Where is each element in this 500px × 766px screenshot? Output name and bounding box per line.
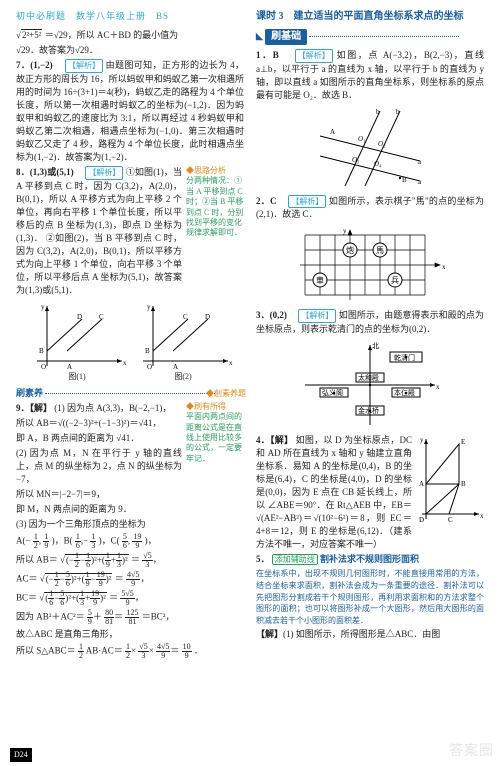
svg-text:O: O bbox=[147, 363, 152, 371]
line: 故△ABC 是直角三角形， bbox=[16, 628, 244, 641]
line: 即 M，N 两点间的距离为 9． bbox=[16, 503, 182, 516]
svg-text:C: C bbox=[448, 516, 453, 524]
svg-text:D: D bbox=[419, 516, 424, 524]
svg-text:A: A bbox=[173, 363, 178, 371]
figure-triangle: A B E C D x y bbox=[414, 434, 484, 524]
line-bc: BC＝ √(16−56)²+(13+199)² ＝ 5√59， bbox=[16, 590, 244, 607]
svg-text:O₂: O₂ bbox=[378, 140, 386, 148]
chess-grid: 車 炮 馬 兵 x y bbox=[295, 225, 445, 305]
svg-text:y: y bbox=[343, 227, 347, 235]
svg-text:x: x bbox=[436, 383, 440, 391]
figure-label: 图(2) bbox=[133, 371, 233, 383]
blue-paragraph: 在坐标系中，出现不规则几何图形时，不能直接用常用的方法，结合坐标来求面积，割补法… bbox=[256, 568, 484, 626]
svg-text:b: b bbox=[396, 108, 400, 116]
svg-text:金水桥: 金水桥 bbox=[358, 406, 379, 415]
line: √29．故答案为√29． bbox=[16, 44, 244, 57]
page-number: D24 bbox=[10, 748, 32, 762]
watermark: 答案圈 bbox=[449, 740, 494, 760]
svg-text:D: D bbox=[205, 313, 210, 321]
side-note-title: ◆刷有所得 bbox=[186, 402, 246, 412]
section-bar-row: ◣ 刷基础 bbox=[256, 29, 484, 46]
svg-text:a: a bbox=[418, 158, 422, 166]
svg-text:本仁殿: 本仁殿 bbox=[394, 388, 415, 397]
svg-text:B: B bbox=[39, 347, 44, 355]
page-header: 初中必刷题 数学八年级上册 BS bbox=[16, 10, 244, 23]
svg-text:B: B bbox=[402, 176, 407, 184]
svg-text:x: x bbox=[123, 359, 127, 367]
svg-text:b: b bbox=[376, 108, 380, 116]
svg-text:B: B bbox=[145, 347, 150, 355]
svg-text:y: y bbox=[41, 303, 45, 311]
line-coords: A(− 12, 19 )，B( 16,− 13 )，C( 56, 199 )， bbox=[16, 533, 182, 550]
line: √2²+5² ＝√29，所以 AC＋BD 的最小值为 bbox=[16, 29, 244, 42]
suyang-mark: ◆創素养題 bbox=[206, 388, 246, 400]
svg-text:x: x bbox=[442, 263, 445, 271]
analysis-tag: 【解析】 bbox=[85, 166, 123, 180]
line: 即 A，B 两点间的距离为 √41． bbox=[16, 432, 182, 445]
item-9: 9．【解】 (1) 因为点 A(3,3)，B(−2,−1)， bbox=[16, 402, 182, 415]
item-1: 1．B 【解析】 如图，点 A(−3,2)，B(2,−3)，直线 a⊥b，以平行… bbox=[256, 49, 484, 102]
line-ac: AC＝ √(−12−56)²+(19−199)² ＝ 4√59， bbox=[16, 571, 244, 588]
svg-text:a: a bbox=[418, 178, 422, 186]
blue-subtitle: 割补法求不规则图形面积 bbox=[320, 554, 419, 564]
svg-text:x: x bbox=[480, 512, 484, 520]
dotted-rule bbox=[45, 393, 215, 394]
side-note-9: ◆刷有所得 平面内两点间的距离公式是在直线上使用比较多的公式，一定要牢记． bbox=[186, 402, 246, 464]
svg-text:D: D bbox=[77, 313, 82, 321]
svg-text:y: y bbox=[420, 436, 424, 444]
figures-8: x y O B A D C 图(1) x bbox=[16, 301, 244, 383]
analysis-tag: 【解析】 bbox=[65, 59, 103, 73]
left-column: 初中必刷题 数学八年级上册 BS √2²+5² ＝√29，所以 AC＋BD 的最… bbox=[10, 10, 250, 748]
svg-text:C: C bbox=[99, 313, 104, 321]
svg-text:馬: 馬 bbox=[376, 246, 384, 255]
analysis-tag: 【解析】 bbox=[288, 195, 326, 209]
item-2: 2．C 【解析】 如图所示，表示棋子"馬"的点的坐标为(2,1)．故选 C． bbox=[256, 195, 484, 222]
svg-text:弘义阁: 弘义阁 bbox=[322, 388, 343, 397]
svg-text:北: 北 bbox=[372, 342, 379, 350]
line: (2) 因为点 M，N 在平行于 y 轴的直线上，点 M 的纵坐标为 2，点 N… bbox=[16, 447, 182, 486]
svg-text:x: x bbox=[229, 359, 233, 367]
line: 所以 MN＝|−2−7|＝9， bbox=[16, 488, 182, 501]
svg-text:O: O bbox=[41, 363, 46, 371]
green-tag: 添加辅助线 bbox=[272, 554, 318, 565]
svg-text:A: A bbox=[419, 480, 424, 488]
analysis-tag: 【解析】 bbox=[298, 309, 336, 323]
side-note-title: ◆思路分析 bbox=[186, 166, 246, 176]
svg-text:A: A bbox=[330, 128, 335, 136]
svg-text:B: B bbox=[461, 480, 466, 488]
item-5-sol: 【解】(1) 如图所示，所得图形是△ABC．由图 bbox=[256, 628, 484, 641]
svg-text:O₁: O₁ bbox=[358, 135, 366, 143]
line-bc2: 因为 AB²＋AC²＝ 59＋ 8081＝ 12581 ＝BC²， bbox=[16, 609, 244, 626]
svg-text:太和殿: 太和殿 bbox=[358, 373, 379, 382]
svg-text:O₄: O₄ bbox=[374, 160, 382, 168]
svg-text:O₃: O₃ bbox=[352, 156, 360, 164]
figure-1: x y O B A D C 图(1) bbox=[27, 301, 127, 383]
svg-text:兵: 兵 bbox=[391, 275, 399, 285]
line-area: 所以 S△ABC＝ 12 AB·AC＝ 12× √53× 4√59＝ 109 ． bbox=[16, 643, 244, 660]
figure-coord: a a b b A O₁ O₂ O₃ O₄ B bbox=[256, 106, 484, 191]
svg-text:C: C bbox=[183, 313, 188, 321]
item-7: 7．(1,−2) 【解析】 由题图可知，正方形的边长为 4，故正方形的周长为 1… bbox=[16, 59, 244, 164]
svg-text:A: A bbox=[67, 363, 72, 371]
line: 所以 AB＝√((−2−3)²+(−1−3)²)＝√41， bbox=[16, 417, 182, 430]
analysis-tag: 【解析】 bbox=[295, 49, 333, 63]
section-bar: 刷基础 bbox=[265, 29, 307, 46]
dotted-rule bbox=[309, 36, 459, 37]
side-note-8: ◆思路分析 分两种情况：①当 A 平移到点 C 时；②当 B 平移到点 C 时，… bbox=[186, 166, 246, 239]
svg-text:炮: 炮 bbox=[346, 245, 354, 255]
svg-text:y: y bbox=[147, 303, 151, 311]
item-5: 5． 添加辅助线 割补法求不规则图形面积 bbox=[256, 553, 484, 566]
palace-map: x 北 乾清门 太和殿 弘义阁 本仁殿 金水桥 bbox=[300, 340, 440, 430]
line-ab: 所以 AB＝ √(−12−16)²+(19+13)² ＝ √53， bbox=[16, 552, 244, 569]
figure-2: x y O B A C D 图(2) bbox=[133, 301, 233, 383]
figure-label: 图(1) bbox=[27, 371, 127, 383]
svg-text:乾清门: 乾清门 bbox=[394, 353, 415, 362]
lesson-title: 课时 3 建立适当的平面直角坐标系求点的坐标 bbox=[256, 10, 484, 25]
right-column: 课时 3 建立适当的平面直角坐标系求点的坐标 ◣ 刷基础 1．B 【解析】 如图… bbox=[250, 10, 490, 748]
line: (3) 因为一个三角形顶点的坐标为 bbox=[16, 518, 182, 531]
item-3: 3．(0,2) 【解析】 如图所示，由题意得表示和殿的点为坐标原点，则表示乾清门… bbox=[256, 309, 484, 336]
svg-text:E: E bbox=[461, 438, 465, 446]
svg-text:車: 車 bbox=[316, 275, 324, 285]
